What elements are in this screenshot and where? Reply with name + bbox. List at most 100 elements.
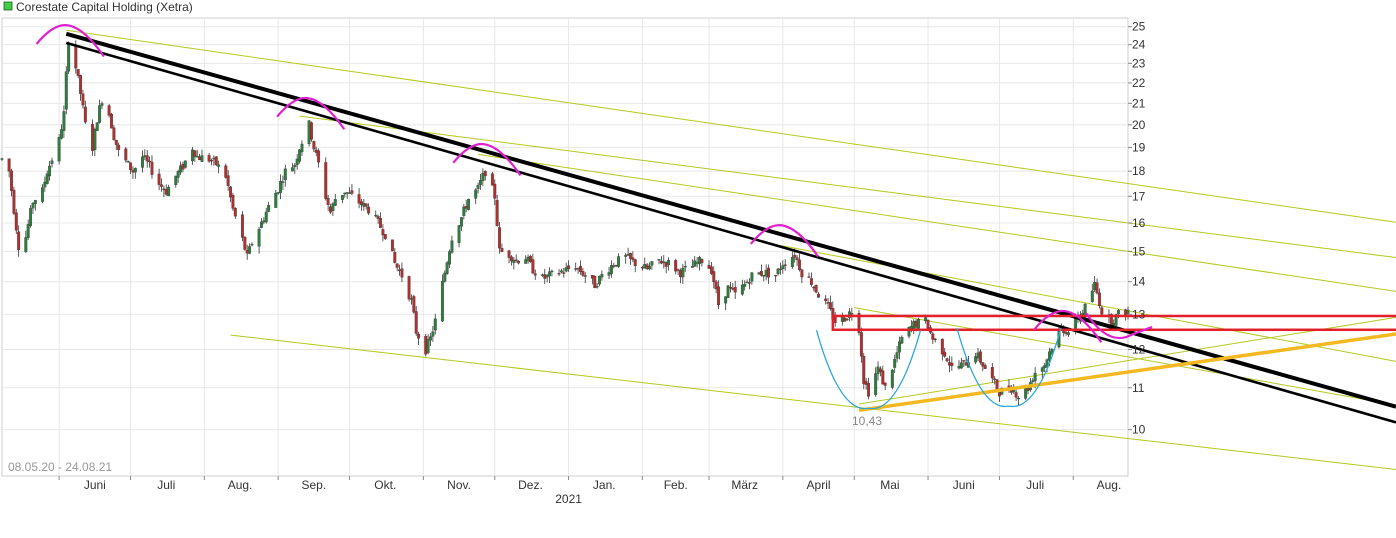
candle-body xyxy=(260,221,263,228)
x-tick-label: Aug. xyxy=(1097,478,1122,492)
candle-body xyxy=(1126,309,1130,315)
candle-body xyxy=(498,227,501,249)
candle-body xyxy=(864,381,868,385)
year-label: 2021 xyxy=(555,492,582,506)
candle-body xyxy=(612,265,616,267)
candle-body xyxy=(914,320,918,328)
y-tick-label: 25 xyxy=(1132,20,1146,34)
candle-body xyxy=(790,257,794,268)
candle-body xyxy=(60,129,63,139)
candle-body xyxy=(307,120,311,144)
candlestick-series xyxy=(0,40,1130,406)
candle-body xyxy=(395,263,399,268)
candle-body xyxy=(479,180,482,185)
candle-body xyxy=(345,192,349,194)
bottom-arc xyxy=(815,330,922,410)
x-tick-label: Juli xyxy=(157,478,175,492)
x-tick-label: Sep. xyxy=(302,478,327,492)
candle-body xyxy=(295,158,299,165)
candle-body xyxy=(726,285,730,298)
y-tick-label: 21 xyxy=(1132,96,1146,110)
candle-body xyxy=(550,270,554,273)
candle-body xyxy=(440,281,444,322)
downtrend-line xyxy=(65,41,1396,424)
candle-body xyxy=(43,181,47,188)
candle-body xyxy=(1117,310,1120,315)
candle-body xyxy=(214,156,218,165)
x-tick-label: Okt. xyxy=(374,478,396,492)
candle-body xyxy=(410,298,413,300)
candle-body xyxy=(433,318,437,331)
candle-body xyxy=(626,254,630,256)
candle-body xyxy=(376,216,380,219)
candle-body xyxy=(495,200,499,226)
x-tick-label: Jan. xyxy=(593,478,616,492)
candle-body xyxy=(776,268,780,275)
candle-body xyxy=(229,186,232,198)
candle-body xyxy=(812,286,816,289)
candle-body xyxy=(450,240,454,253)
candle-body xyxy=(993,378,997,380)
candle-body xyxy=(609,265,613,274)
candle-body xyxy=(148,160,152,163)
candle-body xyxy=(357,194,361,204)
candle-body xyxy=(543,274,547,279)
candle-body xyxy=(1014,392,1018,398)
y-tick-label: 16 xyxy=(1132,216,1146,230)
y-tick-label: 18 xyxy=(1132,164,1146,178)
candle-body xyxy=(974,356,978,363)
candle-body xyxy=(659,260,663,264)
candle-body xyxy=(398,269,402,271)
candle-body xyxy=(457,225,461,243)
candle-body xyxy=(617,256,621,267)
x-tick-label: April xyxy=(807,478,831,492)
candle-body xyxy=(731,288,735,290)
candle-body xyxy=(1100,307,1104,315)
candle-body xyxy=(795,257,799,261)
candle-body xyxy=(131,169,135,173)
candle-body xyxy=(448,251,451,265)
candle-body xyxy=(481,173,485,181)
candle-body xyxy=(76,69,80,76)
candle-body xyxy=(464,206,468,209)
candle-body xyxy=(407,276,411,300)
candle-body xyxy=(167,186,171,197)
candle-body xyxy=(781,265,785,270)
candle-body xyxy=(112,127,116,141)
candle-body xyxy=(793,255,797,258)
candle-body xyxy=(598,275,601,285)
grid-lines xyxy=(1,17,1129,477)
candle-body xyxy=(100,103,104,106)
candle-body xyxy=(7,158,11,172)
candle-body xyxy=(814,285,818,293)
candle-body xyxy=(324,162,328,199)
candle-body xyxy=(798,259,801,270)
candle-body xyxy=(343,192,347,195)
candle-body xyxy=(393,252,397,263)
candle-body xyxy=(631,257,635,260)
candle-body xyxy=(1012,390,1016,392)
y-tick-label: 15 xyxy=(1132,244,1146,258)
candle-body xyxy=(709,266,713,274)
candle-body xyxy=(490,173,494,186)
candle-body xyxy=(367,206,371,214)
candle-body xyxy=(267,205,271,212)
candle-body xyxy=(926,319,930,330)
candle-body xyxy=(762,275,766,277)
chart-title: Corestate Capital Holding (Xetra) xyxy=(16,0,193,14)
candle-body xyxy=(759,271,763,276)
candle-body xyxy=(195,156,199,158)
candle-body xyxy=(964,362,968,366)
candle-body xyxy=(976,352,980,359)
candle-body xyxy=(757,272,761,275)
candle-body xyxy=(400,268,404,278)
y-tick-label: 19 xyxy=(1132,140,1146,154)
x-tick-label: Mai xyxy=(880,478,899,492)
low-annotation: 10,43 xyxy=(852,414,882,428)
candle-body xyxy=(845,318,849,321)
candle-body xyxy=(493,183,497,199)
candle-body xyxy=(233,207,237,217)
candle-body xyxy=(876,366,880,374)
candle-body xyxy=(193,150,197,157)
